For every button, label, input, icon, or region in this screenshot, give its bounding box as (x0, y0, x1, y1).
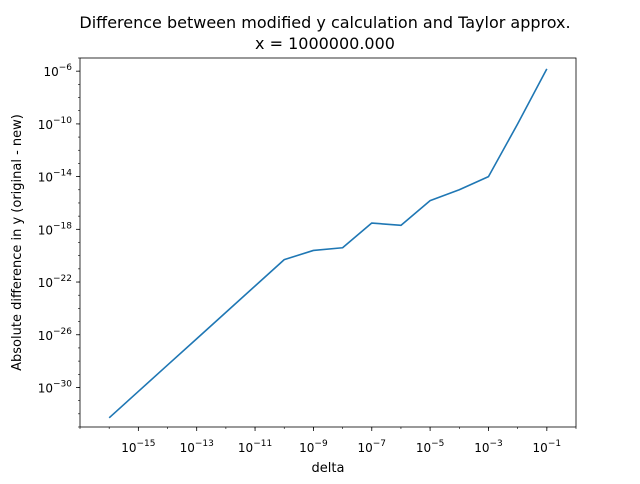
y-tick-label: 10−18 (38, 221, 73, 237)
x-tick-label-exponent: −13 (195, 439, 214, 449)
x-axis-ticks: 10−15 10−13 10−11 10−9 10−7 10−5 10−3 10−1 (79, 427, 577, 455)
x-tick-label: 10−13 (180, 439, 214, 455)
x-tick-label: 10−1 (533, 439, 562, 455)
y-tick-label-exponent: −30 (53, 379, 72, 389)
x-tick-label-base: 10 (121, 441, 136, 455)
x-tick-label-base: 10 (533, 441, 548, 455)
y-tick-label-base: 10 (38, 381, 53, 395)
x-tick-label-exponent: −5 (431, 439, 444, 449)
y-tick-label-exponent: −6 (59, 63, 73, 73)
y-tick-label-exponent: −26 (53, 327, 72, 337)
x-tick-label: 10−5 (416, 439, 445, 455)
y-tick-label: 10−30 (38, 379, 73, 395)
y-tick-label: 10−6 (43, 63, 72, 79)
x-tick-label-exponent: −7 (373, 439, 386, 449)
x-tick-label: 10−15 (121, 439, 155, 455)
chart-title-line2: x = 1000000.000 (255, 34, 395, 53)
x-tick-label-exponent: −15 (136, 439, 155, 449)
y-tick-label-exponent: −22 (53, 274, 72, 284)
y-axis-label: Absolute difference in y (original - new… (10, 114, 25, 371)
y-tick-label-exponent: −14 (53, 169, 72, 179)
y-tick-label-base: 10 (38, 276, 53, 290)
x-axis-label: delta (312, 461, 345, 476)
x-tick-label-base: 10 (299, 441, 314, 455)
y-tick-label: 10−22 (38, 274, 72, 290)
plot-layer (108, 68, 548, 419)
x-tick-label: 10−7 (357, 439, 386, 455)
x-tick-label-base: 10 (416, 441, 431, 455)
y-tick-label-exponent: −18 (53, 221, 72, 231)
chart-title-line1: Difference between modified y calculatio… (79, 13, 570, 32)
y-tick-label-base: 10 (43, 65, 58, 79)
x-tick-label: 10−11 (238, 439, 272, 455)
x-tick-label-exponent: −9 (314, 439, 328, 449)
y-tick-label-base: 10 (38, 329, 53, 343)
y-tick-label-base: 10 (38, 223, 53, 237)
x-tick-label-exponent: −11 (253, 439, 272, 449)
x-tick-label-base: 10 (357, 441, 372, 455)
x-tick-label-base: 10 (180, 441, 195, 455)
y-tick-label: 10−10 (38, 116, 73, 132)
y-tick-label-exponent: −10 (53, 116, 72, 126)
series-line (108, 68, 548, 419)
x-tick-label-base: 10 (238, 441, 253, 455)
x-tick-label-exponent: −1 (548, 439, 561, 449)
y-tick-label: 10−26 (38, 327, 73, 343)
y-tick-label-base: 10 (38, 171, 53, 185)
x-tick-label-exponent: −3 (489, 439, 502, 449)
x-tick-label-base: 10 (474, 441, 489, 455)
x-tick-label: 10−3 (474, 439, 503, 455)
x-tick-label: 10−9 (299, 439, 328, 455)
y-tick-label: 10−14 (38, 169, 73, 185)
y-tick-label-base: 10 (38, 118, 53, 132)
